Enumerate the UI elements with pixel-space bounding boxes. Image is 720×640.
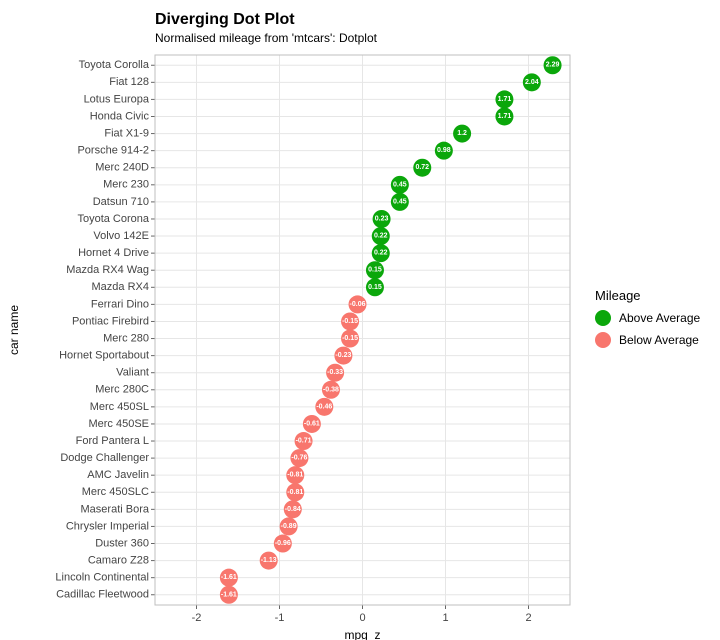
dot-value-label: 0.22 — [374, 250, 388, 257]
dot-value-label: -0.33 — [327, 369, 343, 376]
dot-value-label: 1.2 — [457, 130, 467, 137]
y-tick-label: Dodge Challenger — [60, 452, 149, 464]
dot-value-label: -1.61 — [221, 574, 237, 581]
dot-value-label: 2.29 — [546, 62, 560, 69]
dot-value-label: -0.23 — [335, 352, 351, 359]
y-tick-label: Camaro Z28 — [88, 554, 149, 566]
dot-value-label: -0.89 — [281, 523, 297, 530]
y-tick-label: Ferrari Dino — [91, 298, 149, 310]
y-tick-label: Pontiac Firebird — [72, 315, 149, 327]
y-tick-label: Lincoln Continental — [55, 572, 149, 584]
dot-value-label: -0.38 — [323, 386, 339, 393]
x-tick-label: 1 — [442, 612, 448, 624]
y-tick-label: Maserati Bora — [81, 503, 150, 515]
dot-value-label: 0.45 — [393, 198, 407, 205]
dot-value-label: 0.45 — [393, 181, 407, 188]
y-tick-label: Porsche 914-2 — [77, 145, 149, 157]
dot-value-label: -0.61 — [304, 420, 320, 427]
dot-value-label: -0.84 — [285, 506, 301, 513]
dot-value-label: -0.46 — [316, 403, 332, 410]
legend-title: Mileage — [595, 288, 641, 303]
y-tick-label: Merc 280C — [95, 384, 149, 396]
x-axis-label: mpg_z — [344, 628, 380, 640]
y-tick-label: Toyota Corolla — [79, 59, 150, 71]
y-tick-label: Lotus Europa — [84, 93, 150, 105]
y-tick-label: Merc 450SL — [90, 401, 149, 413]
y-tick-label: Mazda RX4 — [92, 281, 149, 293]
dot-value-label: 0.22 — [374, 233, 388, 240]
y-tick-label: Fiat 128 — [109, 76, 149, 88]
dot-value-label: 0.15 — [368, 284, 382, 291]
y-tick-label: Merc 230 — [103, 179, 149, 191]
dot-value-label: 0.72 — [415, 164, 429, 171]
y-tick-label: Merc 450SE — [88, 418, 149, 430]
dot-value-label: 2.04 — [525, 79, 539, 86]
chart-title: Diverging Dot Plot — [155, 11, 295, 28]
dot-value-label: -0.81 — [287, 489, 303, 496]
dot-value-label: -1.13 — [261, 557, 277, 564]
x-tick-label: 2 — [525, 612, 531, 624]
y-tick-label: Volvo 142E — [93, 230, 149, 242]
dot-value-label: -0.06 — [350, 301, 366, 308]
x-tick-label: 0 — [359, 612, 365, 624]
legend-label: Above Average — [619, 311, 701, 325]
y-tick-label: Merc 450SLC — [82, 486, 149, 498]
y-tick-label: Duster 360 — [95, 537, 149, 549]
dot-value-label: 0.23 — [375, 215, 389, 222]
dot-value-label: 1.71 — [498, 96, 512, 103]
y-tick-label: Merc 240D — [95, 162, 149, 174]
y-tick-label: Hornet Sportabout — [59, 350, 149, 362]
dot-value-label: -0.96 — [275, 540, 291, 547]
y-tick-label: Merc 280 — [103, 332, 149, 344]
dot-value-label: 0.15 — [368, 267, 382, 274]
y-tick-label: Honda Civic — [90, 110, 150, 122]
y-tick-label: Hornet 4 Drive — [78, 247, 149, 259]
legend-dot — [595, 310, 611, 326]
dot-value-label: -1.61 — [221, 591, 237, 598]
chart-svg: -2 -1 0 1 2 Toyota Corolla Fiat 128 Lotus Europ… — [0, 0, 720, 640]
dot-value-label: 0.98 — [437, 147, 451, 154]
dot-value-label: -0.81 — [287, 472, 303, 479]
y-tick-label: Mazda RX4 Wag — [66, 264, 149, 276]
chart-subtitle: Normalised mileage from 'mtcars': Dotplo… — [155, 31, 378, 45]
y-tick-label: Ford Pantera L — [76, 435, 149, 447]
y-tick-label: Chrysler Imperial — [66, 520, 149, 532]
y-axis-label: car name — [7, 305, 21, 355]
y-tick-label: Valiant — [116, 367, 149, 379]
dot-value-label: 1.71 — [498, 113, 512, 120]
dot-value-label: -0.15 — [342, 318, 358, 325]
y-tick-label: Fiat X1-9 — [104, 127, 149, 139]
x-tick-label: -2 — [192, 612, 202, 624]
dot-value-label: -0.15 — [342, 335, 358, 342]
dot-value-label: -0.76 — [291, 455, 307, 462]
legend-label: Below Average — [619, 333, 699, 347]
x-tick-label: -1 — [275, 612, 285, 624]
y-tick-label: Toyota Corona — [77, 213, 149, 225]
chart-container: -2 -1 0 1 2 Toyota Corolla Fiat 128 Lotus Europ… — [0, 0, 720, 640]
y-tick-label: Cadillac Fleetwood — [56, 589, 149, 601]
dot-value-label: -0.71 — [296, 438, 312, 445]
y-tick-label: Datsun 710 — [93, 196, 149, 208]
legend-dot — [595, 332, 611, 348]
y-tick-label: AMC Javelin — [87, 469, 149, 481]
